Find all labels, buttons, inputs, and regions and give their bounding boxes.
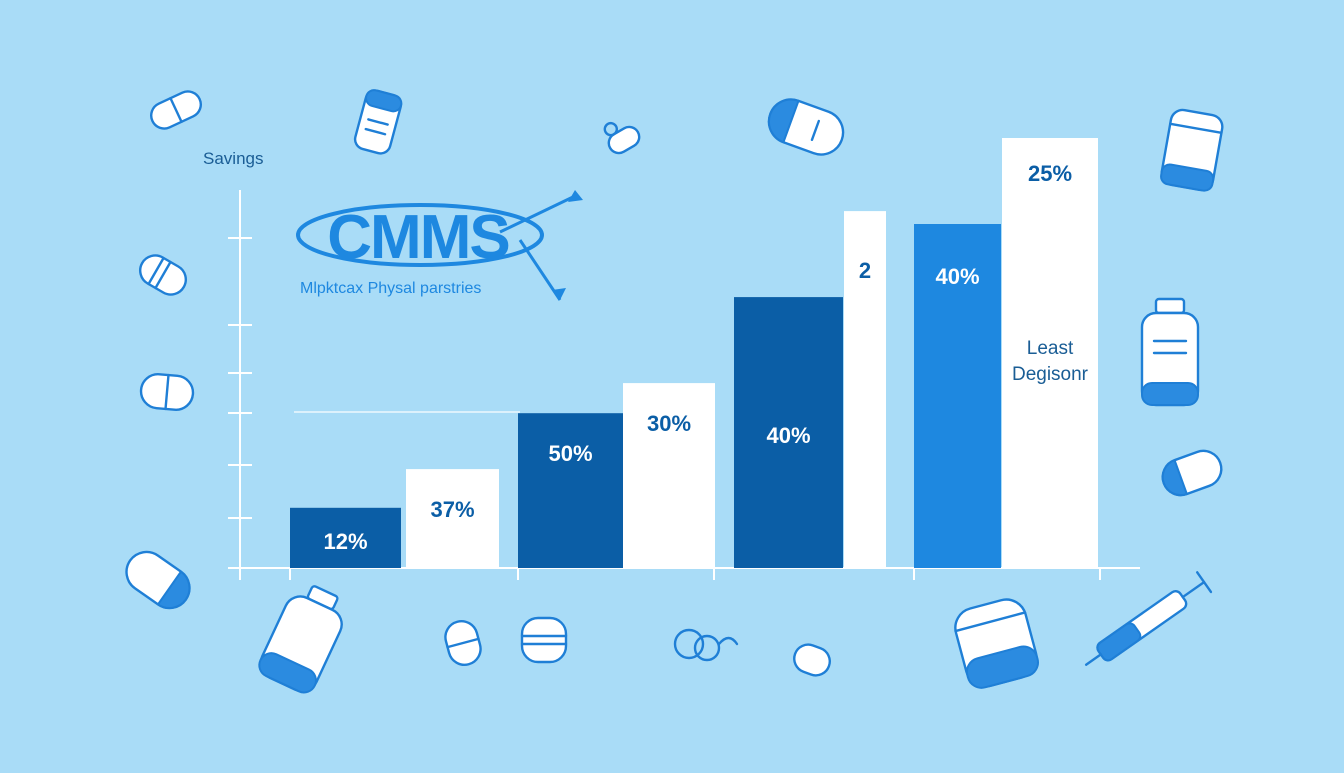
bar-label-5: 40%	[766, 423, 810, 448]
bar-3	[518, 413, 623, 568]
annotation: Least Degisonr	[1012, 338, 1089, 385]
syringe-icon	[1084, 571, 1213, 666]
bar-5	[734, 297, 843, 568]
capsule-icon	[125, 550, 191, 610]
bar-2	[406, 469, 499, 568]
bar-1	[290, 507, 401, 568]
capsule-icon	[673, 628, 739, 662]
bar-label-8: 25%	[1028, 161, 1072, 186]
bar-6	[844, 211, 886, 568]
bar-label-7: 40%	[935, 264, 979, 289]
logo-wordmark: CMMS	[327, 203, 508, 272]
annotation-line-2: Degisonr	[1012, 364, 1089, 385]
bar-label-6: 2	[859, 258, 871, 283]
bar-7	[914, 224, 1001, 568]
bottle-icon	[1160, 108, 1224, 192]
bar-4	[623, 383, 715, 568]
bar-label-2: 37%	[430, 497, 474, 522]
bottle-icon	[1140, 297, 1200, 407]
bar-label-4: 30%	[647, 411, 691, 436]
vial-icon	[353, 89, 403, 155]
capsule-icon	[1161, 449, 1223, 497]
bars: 12% 37% 50% 30% 40% 2 40% 25%	[290, 138, 1098, 568]
capsule-icon	[767, 98, 845, 156]
pill-icon	[793, 643, 831, 677]
logo-tagline: Mlpktcax Physal parstries	[300, 280, 481, 297]
capsule-icon	[603, 121, 641, 155]
decorations	[125, 89, 1224, 694]
tick-marks	[228, 237, 1101, 580]
bar-label-1: 12%	[323, 529, 367, 554]
pill-icon	[150, 90, 202, 130]
pill-icon	[139, 373, 195, 411]
pill-icon	[139, 254, 187, 296]
bar-label-3: 50%	[548, 441, 592, 466]
annotation-line-1: Least	[1027, 338, 1074, 359]
bar-8	[1002, 138, 1098, 568]
bottle-icon	[954, 598, 1039, 689]
vial-icon	[258, 585, 343, 694]
pill-icon	[520, 616, 568, 664]
pill-icon	[444, 620, 482, 666]
logo: CMMS Mlpktcax Physal parstries	[296, 190, 583, 301]
y-axis-label: Savings	[203, 149, 263, 168]
